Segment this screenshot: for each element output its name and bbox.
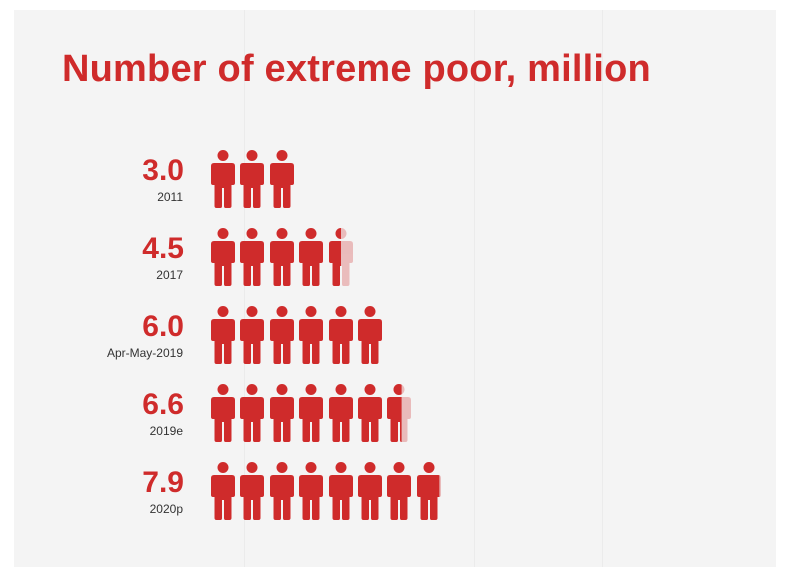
person-icon [358,384,382,442]
person-icon [211,462,235,520]
partial-person-icon [387,384,412,442]
person-icon [269,306,294,364]
value-label: 4.5 [142,232,184,265]
category-label: 2017 [156,268,183,282]
person-icon [211,306,235,364]
person-icon [387,462,412,520]
person-icon-group [210,306,510,372]
category-label: 2011 [157,190,183,204]
value-label: 3.0 [142,154,184,187]
person-icon [299,462,324,520]
grid-line [474,10,475,567]
person-icon [358,306,382,364]
person-icon [269,150,294,208]
person-icon [211,150,235,208]
person-icon-group [210,228,510,294]
person-icon [240,228,265,286]
partial-person-icon [328,228,353,286]
person-icon [299,384,324,442]
person-icon [211,228,235,286]
person-icon [240,384,265,442]
person-icon [269,384,294,442]
person-icon [328,462,353,520]
pictogram-row: 6.6 2019e [14,384,776,454]
person-icon [240,150,265,208]
person-icon [299,228,324,286]
partial-person-icon [416,462,441,520]
pictogram-row: 4.5 2017 [14,228,776,298]
grid-line [602,10,603,567]
category-label: Apr-May-2019 [106,346,183,360]
person-icon [358,462,382,520]
pictogram-row: 6.0 Apr-May-2019 [14,306,776,376]
category-label: 2019e [149,424,183,438]
grid-line [244,10,245,567]
pictogram-row: 3.0 2011 [14,150,776,220]
person-icon-group [210,384,510,450]
person-icon-group [210,150,510,216]
value-label: 7.9 [142,466,184,499]
chart-title: Number of extreme poor, million [62,48,651,90]
chart-frame: Number of extreme poor, million 3.0 2011 4… [14,10,776,567]
pictogram-row: 7.9 2020p [14,462,776,532]
person-icon [269,228,294,286]
person-icon [328,306,353,364]
person-icon [240,462,265,520]
value-label: 6.6 [142,388,184,421]
person-icon-group [210,462,510,528]
person-icon [211,384,235,442]
person-icon [328,384,353,442]
person-icon [269,462,294,520]
person-icon [240,306,265,364]
person-icon [299,306,324,364]
category-label: 2020p [149,502,183,516]
value-label: 6.0 [142,310,184,343]
